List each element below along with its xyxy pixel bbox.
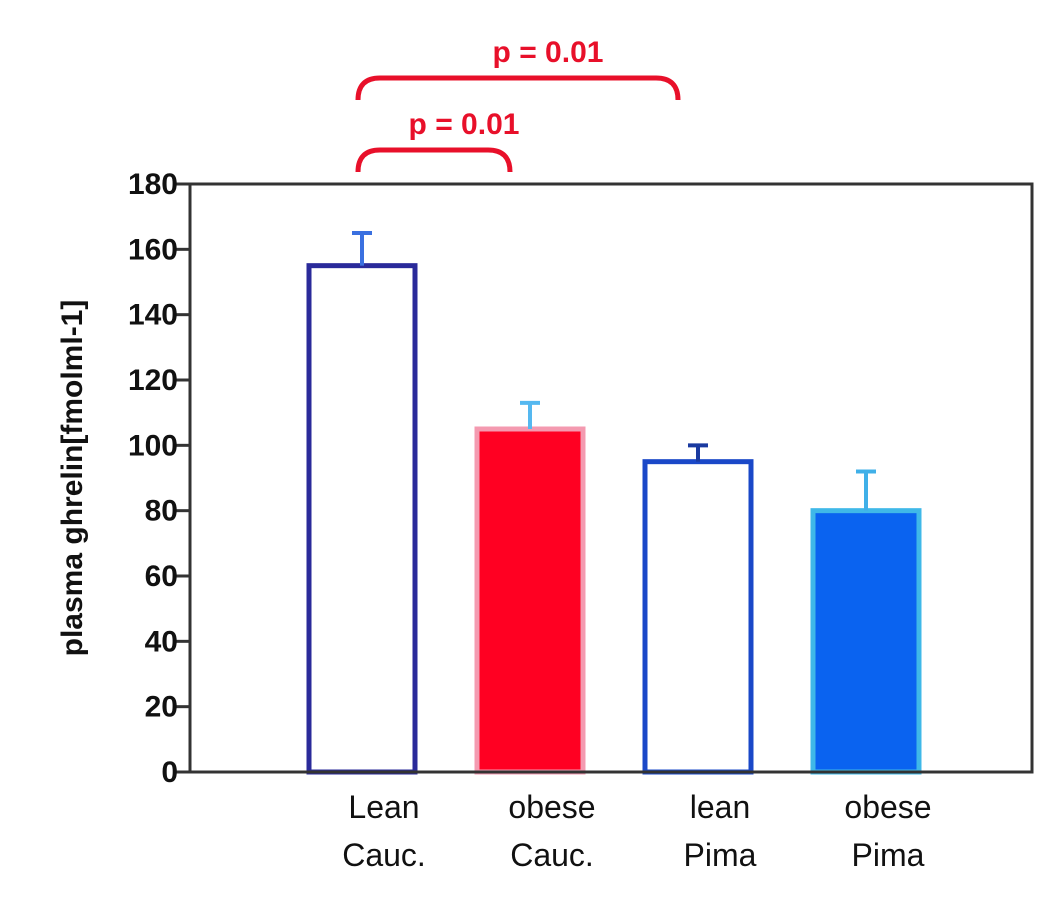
y-tick-label: 140 [128, 299, 178, 332]
y-tick-label: 100 [128, 429, 178, 462]
x-tick-label-line2: Cauc. [342, 837, 426, 873]
x-axis-labels: Lean Cauc. obese Cauc. lean Pima obese Pima [342, 789, 931, 873]
x-tick-label-line1: lean [690, 789, 751, 825]
y-tick-label: 60 [145, 560, 178, 593]
x-tick-label-line2: Pima [852, 837, 925, 873]
p-value-label: p = 0.01 [409, 108, 520, 141]
bar [306, 263, 418, 775]
significance-bracket [355, 75, 681, 101]
bars [306, 231, 922, 775]
p-value-label: p = 0.01 [493, 36, 604, 69]
y-tick-label: 120 [128, 364, 178, 397]
x-tick-label-line2: Pima [684, 837, 757, 873]
x-tick-label-line2: Cauc. [510, 837, 594, 873]
significance-bracket [355, 147, 513, 173]
bar [474, 426, 586, 775]
significance-annotations: p = 0.01 p = 0.01 [355, 36, 681, 173]
x-tick-label-line1: obese [844, 789, 931, 825]
plot-frame [188, 182, 1034, 774]
y-axis-title: plasma ghrelin[fmolml-1] [56, 300, 89, 657]
y-tick-label: 80 [145, 495, 178, 528]
y-tick-label: 160 [128, 233, 178, 266]
y-tick-label: 180 [128, 168, 178, 201]
y-tick-label: 20 [145, 691, 178, 724]
x-tick-label-line1: obese [508, 789, 595, 825]
y-tick-label: 40 [145, 625, 178, 658]
x-tick-label-line1: Lean [348, 789, 419, 825]
y-axis: 0 20 40 60 80 100 120 140 160 180 [128, 168, 190, 789]
bar [810, 508, 922, 775]
y-tick-label: 0 [161, 756, 178, 789]
bar [642, 459, 754, 775]
